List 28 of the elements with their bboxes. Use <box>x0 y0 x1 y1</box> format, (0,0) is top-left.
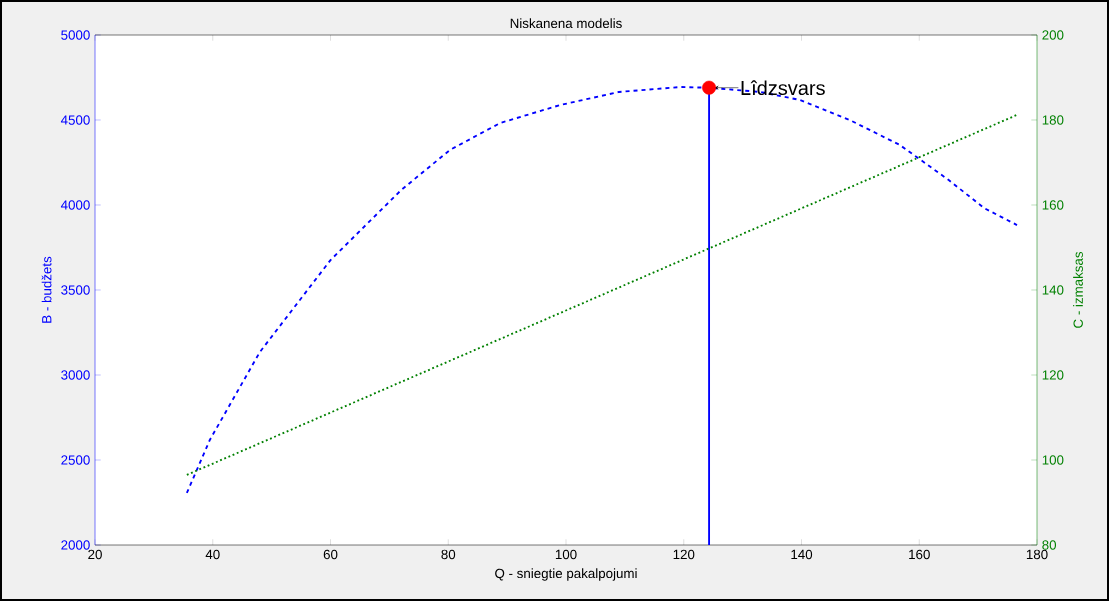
chart-title: Niskanena modelis <box>510 18 622 29</box>
x-tick-label: 20 <box>88 549 102 560</box>
y-tick-label: 2000 <box>61 540 90 550</box>
y2-tick-label: 140 <box>1042 285 1064 295</box>
x-tick-label: 180 <box>1026 549 1048 560</box>
y-axis-title: B - budžets <box>41 256 52 323</box>
y-tick-label: 3500 <box>61 285 90 295</box>
x-tick-label: 80 <box>441 549 456 560</box>
y2-tick-label: 100 <box>1042 455 1064 465</box>
y-tick-label: 5000 <box>61 30 90 40</box>
annotation: Lîdzsvars <box>741 80 825 96</box>
x-tick-label: 60 <box>323 549 338 560</box>
y2-tick-label: 200 <box>1042 30 1064 40</box>
y-tick-label: 3000 <box>61 370 90 380</box>
y2-tick-label: 120 <box>1042 370 1064 380</box>
x-tick-label: 120 <box>673 549 695 560</box>
x-tick-label: 100 <box>555 549 577 560</box>
y2-tick-label: 160 <box>1042 200 1064 210</box>
x-tick-label: 40 <box>205 549 220 560</box>
y2-axis-title: C - izmaksas <box>1073 251 1083 328</box>
y-tick-label: 2500 <box>61 455 90 465</box>
x-tick-label: 140 <box>791 549 813 560</box>
y-tick-label: 4000 <box>60 200 90 210</box>
x-tick-label: 160 <box>909 549 930 560</box>
y-tick-label: 4500 <box>60 115 90 125</box>
y2-tick-label: 180 <box>1042 115 1064 125</box>
x-axis-title: Q - sniegtie pakalpojumi <box>495 568 637 581</box>
y2-tick-label: 80 <box>1042 540 1057 550</box>
